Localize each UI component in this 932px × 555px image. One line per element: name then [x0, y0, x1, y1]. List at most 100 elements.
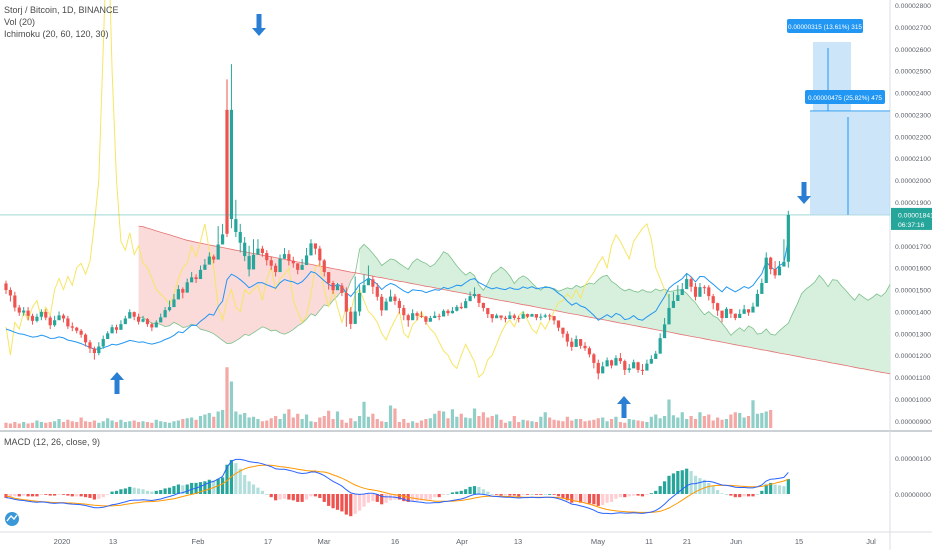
measure-label-lower-text: 0.00000475 (25.82%) 475 [808, 95, 882, 102]
price-tick-label: 0.00002300 [895, 112, 931, 119]
ichimoku-lead2-line [138, 225, 891, 375]
candle [534, 314, 538, 318]
macd-histogram-bar [720, 493, 724, 495]
candle [667, 307, 671, 325]
macd-histogram-bar [287, 494, 291, 500]
volume-bar [437, 410, 441, 428]
candle [711, 296, 715, 304]
volume-bar [53, 421, 57, 428]
volume-bar [685, 419, 689, 428]
macd-histogram-bar [79, 494, 83, 497]
macd-histogram-bar [689, 471, 693, 494]
volume-bar [132, 420, 136, 428]
macd-histogram-bar [269, 494, 273, 498]
macd-histogram-bar [517, 494, 521, 497]
macd-histogram-bar [667, 475, 671, 494]
macd-histogram-bar [424, 494, 428, 501]
candle [344, 292, 348, 312]
macd-histogram-bar [304, 494, 309, 500]
candle [384, 301, 388, 311]
candle [455, 306, 459, 311]
volume-bar [618, 422, 622, 428]
volume-bar [154, 419, 158, 428]
measure-label-upper: 0.00000315 (13.61%) 315 [787, 19, 863, 33]
candle [618, 358, 622, 362]
candle [565, 333, 569, 342]
candle [234, 219, 238, 232]
candle [88, 342, 92, 349]
volume-bar [48, 422, 52, 428]
candle [605, 360, 609, 367]
macd-histogram-bar [495, 494, 499, 495]
volume-bar [260, 421, 264, 428]
candle [335, 285, 340, 291]
macd-histogram-bar [521, 494, 525, 495]
volume-bar [269, 418, 273, 428]
macd-histogram-bar [698, 478, 702, 494]
candle [375, 286, 379, 297]
time-axis-label: Apr [456, 537, 468, 546]
volume-bar [322, 416, 326, 428]
macd-tick-label: 0.00000000 [895, 492, 931, 499]
candle [13, 295, 17, 308]
volume-bar [8, 423, 13, 428]
candle [517, 318, 521, 320]
price-tick-label: 0.00001100 [895, 375, 931, 382]
symbol-legend[interactable]: Storj / Bitcoin, 1D, BINANCE [4, 5, 119, 15]
volume-bar [114, 422, 119, 428]
macd-histogram-bar [75, 494, 79, 497]
volume-bar [61, 422, 66, 428]
price-tick-label: 0.00001600 [895, 266, 931, 273]
macd-histogram-bar [738, 494, 742, 498]
candle [680, 289, 684, 296]
price-tick-label: 0.00001000 [895, 397, 931, 404]
volume-bar [671, 415, 676, 428]
volume-bar [313, 422, 317, 428]
candle [689, 279, 693, 287]
candle [8, 290, 13, 296]
macd-histogram-bar [534, 494, 538, 495]
volume-bar [543, 412, 547, 428]
macd-histogram-bar [145, 490, 150, 494]
candle [296, 263, 300, 270]
volume-bar [570, 420, 574, 428]
candle [561, 327, 565, 334]
macd-histogram-bar [256, 487, 260, 494]
candle [729, 308, 733, 314]
volume-legend[interactable]: Vol (20) [4, 17, 36, 27]
candle [437, 315, 441, 317]
volume-bar [238, 414, 242, 428]
macd-histogram-bar [548, 494, 552, 495]
volume-bar [707, 414, 711, 428]
volume-bar [207, 413, 211, 428]
ichimoku-legend[interactable]: Ichimoku (20, 60, 120, 30) [4, 29, 109, 39]
macd-histogram-bar [366, 494, 371, 503]
candle [119, 324, 123, 330]
time-axis-label: 17 [264, 537, 272, 546]
macd-histogram-bar [26, 494, 30, 497]
macd-legend[interactable]: MACD (12, 26, close, 9) [4, 437, 101, 447]
macd-histogram-bar [150, 491, 154, 494]
arrow-down-icon-shape [252, 14, 266, 36]
volume-bar [406, 422, 410, 428]
volume-bar [468, 418, 472, 428]
macd-histogram-bar [477, 486, 481, 494]
macd-histogram-bar [291, 494, 295, 501]
macd-histogram-bar [455, 491, 459, 494]
macd-histogram-bar [472, 486, 477, 494]
candle [154, 322, 158, 328]
volume-bar [490, 416, 494, 428]
candle [327, 272, 331, 284]
macd-histogram-bar [777, 485, 782, 494]
volume-bar [640, 421, 645, 428]
candle [525, 314, 530, 317]
volume-bar [428, 418, 432, 428]
macd-histogram-bar [88, 494, 92, 498]
volume-bar [256, 419, 260, 428]
volume-bar [676, 417, 680, 428]
macd-histogram-bar [331, 494, 335, 509]
macd-histogram-bar [190, 482, 194, 494]
macd-histogram-bar [702, 479, 706, 494]
macd-histogram-bar [459, 490, 463, 494]
